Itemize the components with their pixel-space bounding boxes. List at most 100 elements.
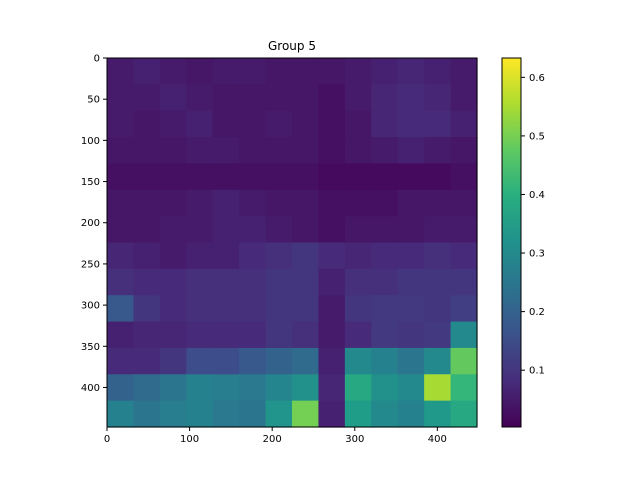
heatmap-cell [424, 268, 452, 296]
heatmap-cell [318, 189, 346, 217]
y-tick-label: 400 [81, 383, 100, 394]
heatmap-cell [450, 216, 478, 244]
heatmap-cell [450, 242, 478, 270]
heatmap-cell [239, 84, 267, 112]
heatmap-cell [344, 242, 372, 270]
heatmap-cell [397, 295, 425, 323]
heatmap-cell [107, 400, 135, 428]
heatmap-cell [186, 321, 214, 349]
heatmap-cell [292, 110, 320, 138]
heatmap-cell [239, 321, 267, 349]
heatmap-cell [133, 321, 161, 349]
heatmap-cell [292, 189, 320, 217]
heatmap-cell [133, 189, 161, 217]
heatmap-cell [292, 163, 320, 191]
chart-title: Group 5 [268, 39, 316, 53]
heatmap-cell [397, 58, 425, 85]
heatmap-cell [159, 163, 187, 191]
colorbar-tick-label: 0.5 [529, 131, 545, 142]
heatmap-cell [265, 321, 293, 349]
y-tick-label: 250 [81, 259, 100, 270]
heatmap-cell [318, 110, 346, 138]
colorbar-tick-label: 0.2 [529, 307, 545, 318]
heatmap-cell [133, 110, 161, 138]
heatmap-cell [344, 400, 372, 428]
heatmap-cell [292, 216, 320, 244]
heatmap-cell [159, 216, 187, 244]
heatmap-cell [239, 163, 267, 191]
heatmap-cell [107, 84, 135, 112]
heatmap-cell [186, 163, 214, 191]
heatmap-cell [133, 216, 161, 244]
heatmap-cell [107, 58, 135, 85]
y-tick-label: 150 [81, 177, 100, 188]
heatmap-cell [292, 58, 320, 85]
heatmap-cell [424, 189, 452, 217]
heatmap-cell [239, 400, 267, 428]
x-tick-label: 0 [104, 434, 110, 445]
heatmap-cell [424, 400, 452, 428]
heatmap-cell [318, 216, 346, 244]
heatmap-cell [424, 58, 452, 85]
heatmap-cell [397, 110, 425, 138]
heatmap-cell [371, 163, 399, 191]
heatmap-cell [107, 374, 135, 402]
heatmap-cell [107, 321, 135, 349]
heatmap-cell [159, 321, 187, 349]
heatmap-cell [265, 242, 293, 270]
heatmap-cell [424, 295, 452, 323]
heatmap-cell [397, 163, 425, 191]
heatmap-cell [265, 216, 293, 244]
heatmap-cell [344, 58, 372, 85]
heatmap-cell [344, 347, 372, 375]
heatmap-cell [397, 189, 425, 217]
heatmap-cell [318, 163, 346, 191]
heatmap-cell [186, 84, 214, 112]
heatmap-cell [371, 189, 399, 217]
heatmap-cell [424, 374, 452, 402]
heatmap-cell [133, 84, 161, 112]
heatmap-cell [397, 374, 425, 402]
heatmap-cell [212, 137, 240, 165]
heatmap-cell [239, 268, 267, 296]
heatmap-cell [318, 268, 346, 296]
heatmap-cell [186, 268, 214, 296]
heatmap-cell [397, 321, 425, 349]
heatmap-cell [239, 216, 267, 244]
colorbar [501, 57, 522, 428]
heatmap-cell [397, 216, 425, 244]
heatmap-cell [397, 137, 425, 165]
heatmap-cell [159, 242, 187, 270]
heatmap-cell [371, 216, 399, 244]
heatmap-cell [344, 137, 372, 165]
heatmap-cell [107, 242, 135, 270]
y-tick-label: 50 [87, 95, 100, 106]
heatmap-cell [292, 295, 320, 323]
heatmap-cell [265, 268, 293, 296]
heatmap-cell [318, 295, 346, 323]
heatmap-cell [292, 321, 320, 349]
heatmap-cell [397, 400, 425, 428]
heatmap-cell [397, 84, 425, 112]
heatmap-cell [344, 189, 372, 217]
heatmap-cell [292, 84, 320, 112]
heatmap-cell [371, 110, 399, 138]
heatmap-cell [292, 374, 320, 402]
heatmap-cell [424, 321, 452, 349]
heatmap-cell [292, 400, 320, 428]
heatmap-cell [371, 347, 399, 375]
heatmap-cell [397, 347, 425, 375]
heatmap-cell [292, 268, 320, 296]
heatmap-cell [159, 268, 187, 296]
heatmap-cell [186, 400, 214, 428]
heatmap-cell [265, 400, 293, 428]
heatmap-cell [424, 110, 452, 138]
heatmap-cell [450, 84, 478, 112]
heatmap-cell [450, 374, 478, 402]
heatmap-cell [107, 347, 135, 375]
heatmap-cell [133, 242, 161, 270]
heatmap-cell [318, 321, 346, 349]
heatmap-cell [239, 295, 267, 323]
heatmap-cell [133, 400, 161, 428]
heatmap-cell [318, 137, 346, 165]
